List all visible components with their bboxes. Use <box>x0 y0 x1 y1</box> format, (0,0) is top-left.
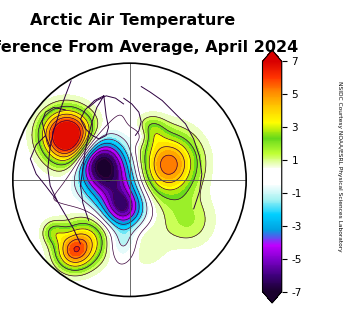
Text: Arctic Air Temperature: Arctic Air Temperature <box>30 13 236 28</box>
Text: Difference From Average, April 2024: Difference From Average, April 2024 <box>0 40 298 55</box>
PathPatch shape <box>262 291 282 303</box>
Text: NSIDC Courtesy NOAA/ESRL Physical Sciences Laboratory: NSIDC Courtesy NOAA/ESRL Physical Scienc… <box>337 81 342 252</box>
PathPatch shape <box>262 50 282 62</box>
